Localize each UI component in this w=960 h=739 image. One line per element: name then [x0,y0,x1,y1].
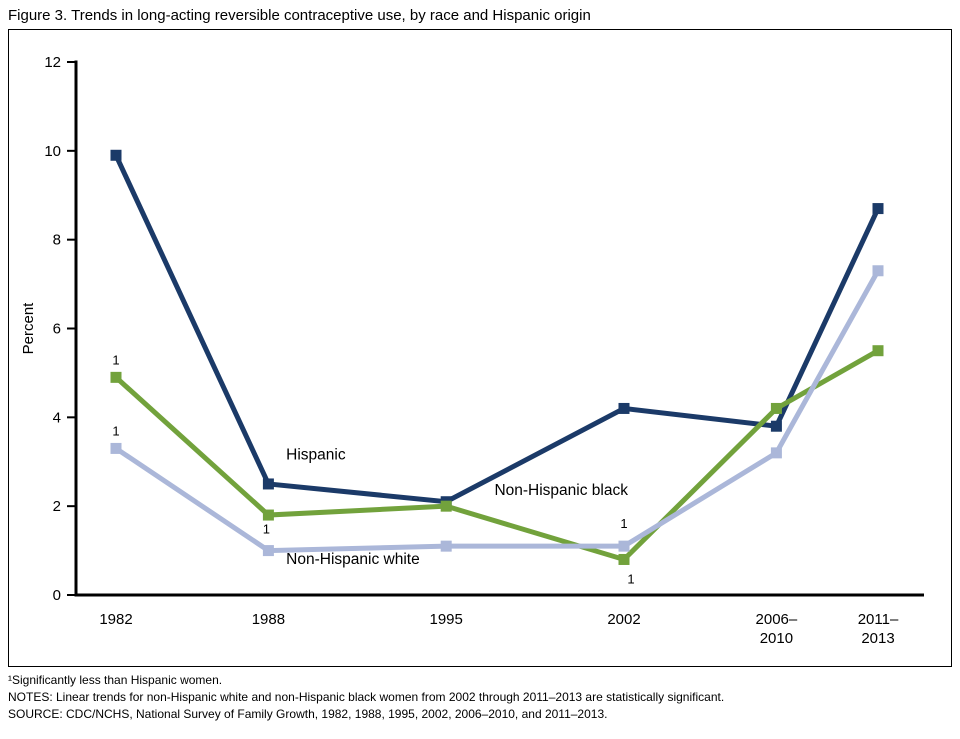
line-chart: 0 2 4 6 8 10 12 Percent 1982 1988 1995 2002 2006– 201… [20,54,924,647]
svg-text:1982: 1982 [99,611,132,628]
svg-text:4: 4 [53,409,61,426]
svg-text:1: 1 [620,516,627,531]
svg-text:Non-Hispanic black: Non-Hispanic black [494,482,628,499]
footnote-notes: NOTES: Linear trends for non-Hispanic wh… [8,690,725,704]
svg-text:1: 1 [263,522,270,537]
figure-title: Figure 3. Trends in long-acting reversib… [8,7,591,24]
footnote-significance: ¹Significantly less than Hispanic women. [8,673,223,687]
svg-text:6: 6 [53,321,61,338]
svg-text:10: 10 [44,143,61,160]
svg-text:Hispanic: Hispanic [286,447,346,464]
svg-text:2006–: 2006– [756,611,798,628]
footnotes: ¹Significantly less than Hispanic women.… [8,672,952,723]
svg-text:12: 12 [44,54,61,71]
chart-frame: 0 2 4 6 8 10 12 Percent 1982 1988 1995 2002 2006– 201… [8,29,952,667]
svg-text:2013: 2013 [861,630,894,647]
svg-text:1: 1 [627,571,634,586]
svg-text:1: 1 [112,352,119,367]
svg-text:1988: 1988 [252,611,285,628]
svg-text:0: 0 [53,587,61,604]
svg-text:Percent: Percent [20,302,37,355]
svg-text:2010: 2010 [760,630,793,647]
svg-text:8: 8 [53,232,61,249]
svg-text:2002: 2002 [607,611,640,628]
svg-text:1: 1 [112,423,119,438]
svg-text:Non-Hispanic white: Non-Hispanic white [286,551,420,568]
footnote-source: SOURCE: CDC/NCHS, National Survey of Fam… [8,707,608,721]
svg-text:2: 2 [53,498,61,515]
svg-text:2011–: 2011– [858,611,899,628]
svg-text:1995: 1995 [430,611,463,628]
